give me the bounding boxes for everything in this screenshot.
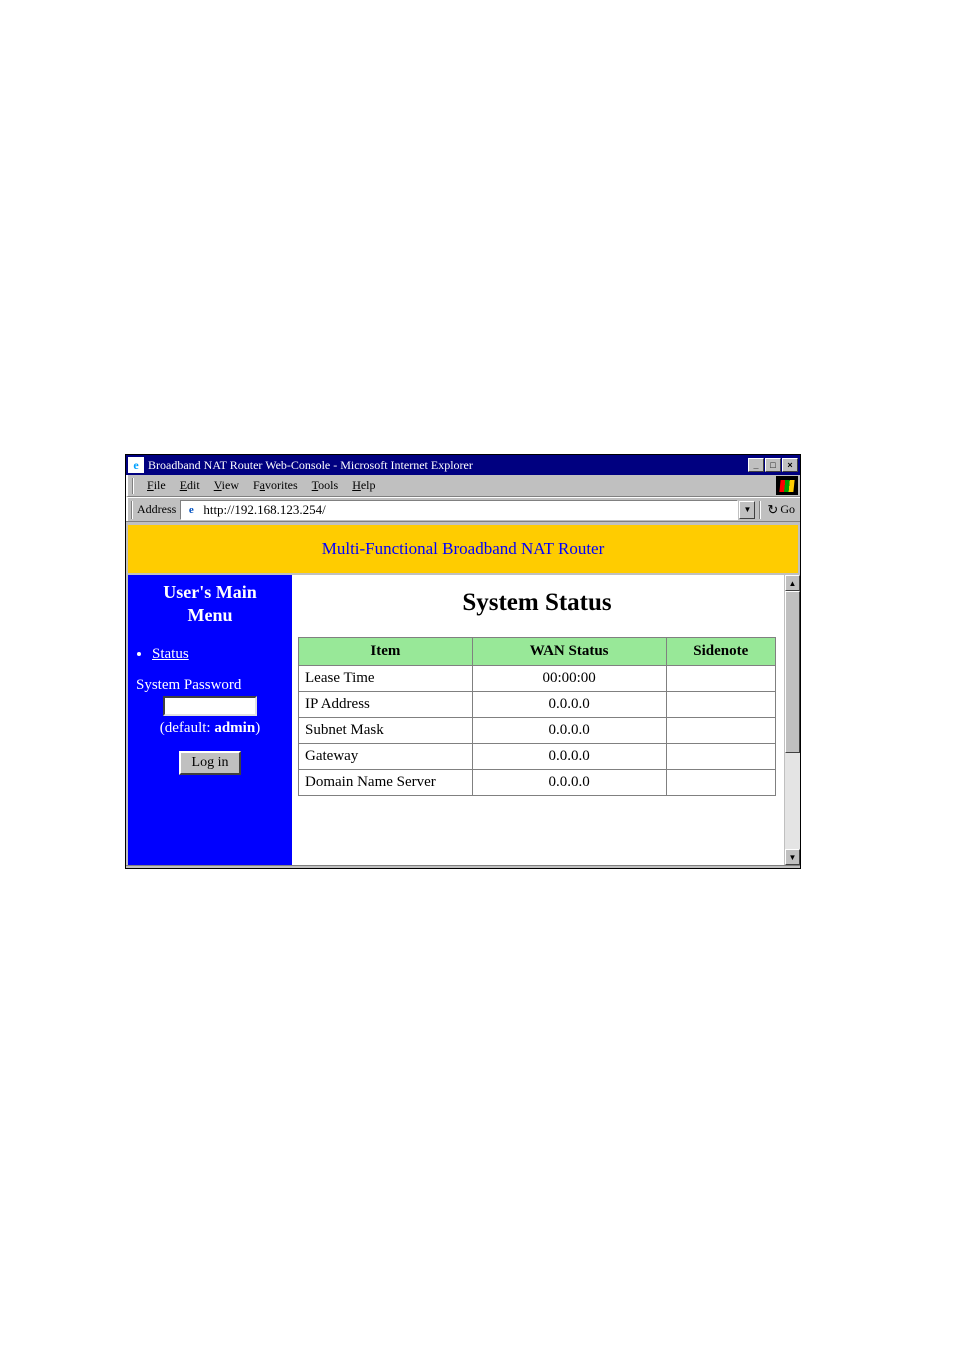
sidebar-item-status[interactable]: Status	[152, 646, 288, 663]
status-table: Item WAN Status Sidenote Lease Time 00:0…	[298, 637, 776, 796]
sidebar: User's Main Menu Status System Password …	[126, 575, 292, 865]
menubar-grip[interactable]	[132, 478, 134, 494]
maximize-button[interactable]: □	[765, 458, 781, 472]
go-button[interactable]: ↻ Go	[765, 502, 797, 518]
banner: Multi-Functional Broadband NAT Router	[126, 522, 800, 575]
table-row: Subnet Mask 0.0.0.0	[299, 718, 775, 743]
address-url: http://192.168.123.254/	[203, 502, 325, 518]
col-header-wan: WAN Status	[473, 638, 666, 665]
banner-text: Multi-Functional Broadband NAT Router	[322, 539, 605, 558]
cell-wan: 0.0.0.0	[473, 770, 666, 795]
cell-item: Lease Time	[299, 666, 472, 691]
menu-file[interactable]: File	[140, 476, 173, 495]
cell-item: Domain Name Server	[299, 770, 472, 795]
col-header-sidenote: Sidenote	[667, 638, 775, 665]
password-default-note: (default: admin)	[132, 720, 288, 737]
cell-wan: 0.0.0.0	[473, 718, 666, 743]
status-link[interactable]: Status	[152, 646, 189, 662]
scroll-track[interactable]	[785, 753, 800, 849]
address-bar: Address e http://192.168.123.254/ ▼ ↻ Go	[126, 497, 800, 521]
sidebar-title: User's Main Menu	[132, 581, 288, 626]
go-separator	[759, 501, 761, 519]
table-row: Domain Name Server 0.0.0.0	[299, 770, 775, 795]
cell-item: Subnet Mask	[299, 718, 472, 743]
menubar: File Edit View Favorites Tools Help	[126, 475, 800, 497]
menu-help[interactable]: Help	[345, 476, 382, 495]
minimize-button[interactable]: _	[748, 458, 764, 472]
password-label: System Password	[136, 677, 288, 694]
cell-item: Gateway	[299, 744, 472, 769]
scroll-thumb[interactable]	[785, 591, 800, 753]
window-title: Broadband NAT Router Web-Console - Micro…	[148, 458, 747, 473]
cell-wan: 0.0.0.0	[473, 744, 666, 769]
menu-tools[interactable]: Tools	[305, 476, 346, 495]
close-button[interactable]: ×	[782, 458, 798, 472]
address-label: Address	[137, 502, 176, 517]
ie-throbber-icon	[776, 476, 798, 495]
scroll-up-button[interactable]: ▲	[785, 575, 800, 591]
cell-item: IP Address	[299, 692, 472, 717]
cell-wan: 0.0.0.0	[473, 692, 666, 717]
cell-side	[667, 692, 775, 717]
cell-side	[667, 744, 775, 769]
window-bottom-edge	[126, 865, 800, 868]
page-heading: System Status	[298, 589, 776, 617]
go-arrow-icon: ↻	[767, 502, 778, 518]
page-content: Multi-Functional Broadband NAT Router Us…	[126, 521, 800, 868]
content-area: System Status Item WAN Status Sidenote L…	[292, 575, 784, 865]
cell-side	[667, 666, 775, 691]
addressbar-grip[interactable]	[131, 501, 133, 519]
vertical-scrollbar[interactable]: ▲ ▼	[784, 575, 800, 865]
col-header-item: Item	[299, 638, 472, 665]
browser-window: e Broadband NAT Router Web-Console - Mic…	[125, 454, 801, 869]
go-label: Go	[780, 502, 795, 517]
menu-view[interactable]: View	[207, 476, 246, 495]
address-dropdown-button[interactable]: ▼	[739, 501, 755, 519]
table-row: Lease Time 00:00:00	[299, 666, 775, 691]
scroll-down-button[interactable]: ▼	[785, 849, 800, 865]
menu-favorites[interactable]: Favorites	[246, 476, 305, 495]
cell-wan: 00:00:00	[473, 666, 666, 691]
cell-side	[667, 718, 775, 743]
page-icon: e	[183, 502, 199, 518]
table-row: Gateway 0.0.0.0	[299, 744, 775, 769]
titlebar[interactable]: e Broadband NAT Router Web-Console - Mic…	[126, 455, 800, 475]
table-row: IP Address 0.0.0.0	[299, 692, 775, 717]
cell-side	[667, 770, 775, 795]
password-input[interactable]	[163, 696, 257, 716]
ie-icon: e	[128, 457, 144, 473]
menu-edit[interactable]: Edit	[173, 476, 207, 495]
address-input[interactable]: e http://192.168.123.254/	[180, 500, 738, 520]
login-button[interactable]: Log in	[179, 751, 241, 775]
